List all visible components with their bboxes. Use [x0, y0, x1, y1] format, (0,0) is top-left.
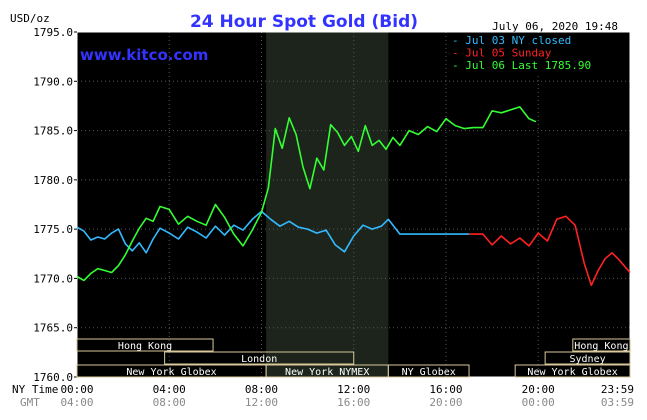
legend-entry: - Jul 06 Last 1785.90 [452, 59, 591, 72]
y-tick-label: 1775.0 [33, 223, 73, 236]
gmt-tick-label: 20:00 [429, 396, 462, 409]
ny-tick-label: 08:00 [245, 383, 278, 396]
y-tick-label: 1780.0 [33, 174, 73, 187]
y-tick-label: 1790.0 [33, 75, 73, 88]
nymex-highlight [266, 32, 389, 377]
session-band [544, 351, 631, 365]
gmt-tick-label: 00:00 [522, 396, 555, 409]
ny-tick-label: 23:59 [601, 383, 634, 396]
unit-label: USD/oz [10, 12, 50, 25]
legend-entry: - Jul 05 Sunday [452, 47, 552, 60]
session-label: New York Globex [527, 367, 617, 378]
session-label: NY Globex [402, 367, 456, 378]
gmt-tick-label: 16:00 [337, 396, 370, 409]
y-tick-label: 1765.0 [33, 322, 73, 335]
ny-tick-label: 20:00 [522, 383, 555, 396]
series-line [469, 215, 631, 287]
session-band [164, 351, 355, 365]
ny-tick-label: 12:00 [337, 383, 370, 396]
ny-tick-label: 04:00 [153, 383, 186, 396]
website-label: www.kitco.com [80, 46, 208, 64]
gmt-tick-label: 08:00 [153, 396, 186, 409]
session-label: New York NYMEX [285, 367, 369, 378]
x-axis: NY TimeGMT00:0004:0004:0008:0008:0012:00… [12, 383, 634, 409]
series-line [76, 210, 469, 254]
gmt-label: GMT [20, 396, 40, 409]
plot-area [76, 31, 631, 378]
session-band [76, 338, 214, 352]
y-axis: 1795.0 1790.0 1785.0 1780.0 1775.0 1770.0 1765… [33, 26, 77, 384]
session-label: London [241, 354, 277, 365]
session-label: Hong Kong [118, 341, 172, 352]
session-band [514, 364, 631, 378]
timestamp: July 06, 2020 19:48 [492, 20, 618, 33]
y-tick-label: 1785.0 [33, 125, 73, 138]
session-label: Hong Kong [574, 341, 628, 352]
session-band [387, 364, 470, 378]
y-tick-label: 1760.0 [33, 371, 73, 384]
session-label: New York Globex [126, 367, 216, 378]
legend: - Jul 03 NY closed- Jul 05 Sunday- Jul 0… [449, 34, 628, 74]
gmt-tick-label: 12:00 [245, 396, 278, 409]
series-line [76, 106, 537, 282]
session-band [572, 338, 631, 352]
ny-time-label: NY Time [12, 383, 58, 396]
legend-box [449, 34, 628, 74]
ny-tick-label: 16:00 [429, 383, 462, 396]
y-tick-label: 1795.0 [33, 26, 73, 39]
series-lines [76, 106, 631, 287]
session-bands: Hong Kong Hong Kong London Sydney New York G… [76, 338, 631, 378]
chart-title: 24 Hour Spot Gold (Bid) [190, 12, 418, 32]
gmt-tick-label: 03:59 [601, 396, 634, 409]
y-tick-label: 1770.0 [33, 272, 73, 285]
legend-entry: - Jul 03 NY closed [452, 34, 571, 47]
ny-tick-label: 00:00 [60, 383, 93, 396]
session-label: Sydney [570, 354, 606, 365]
gmt-tick-label: 04:00 [60, 396, 93, 409]
